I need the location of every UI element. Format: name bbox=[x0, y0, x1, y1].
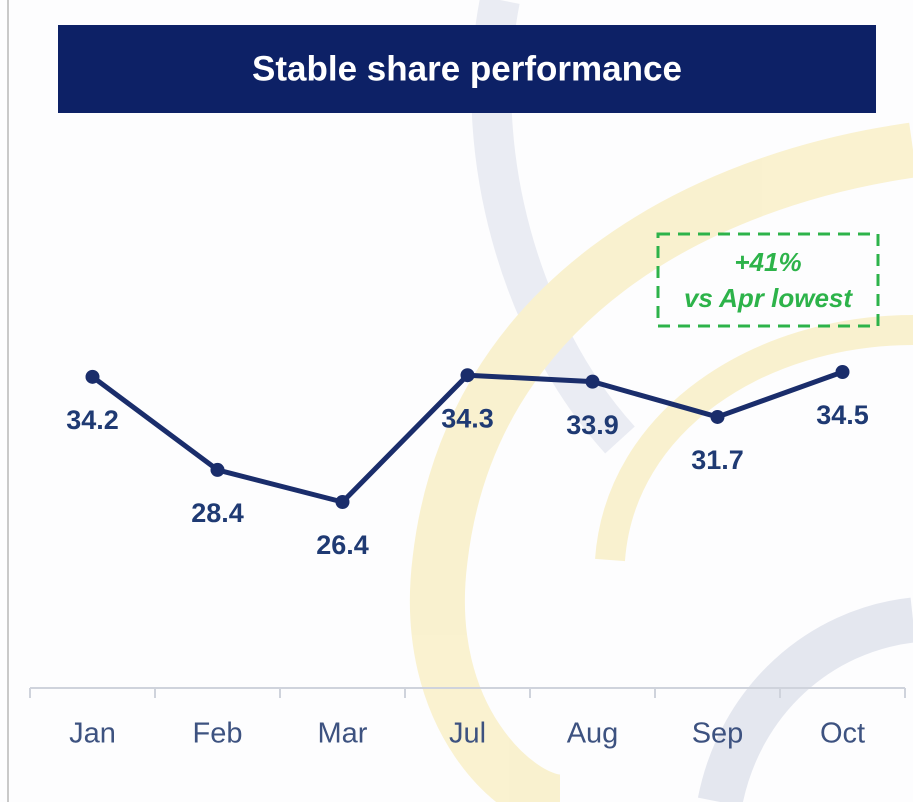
annotation-box bbox=[656, 232, 880, 328]
point bbox=[335, 495, 350, 509]
x-tick-label: Feb bbox=[193, 718, 243, 750]
title-box bbox=[58, 25, 876, 113]
data-label: 34.3 bbox=[441, 403, 494, 433]
data-label: 26.4 bbox=[316, 530, 369, 560]
data-label: 28.4 bbox=[191, 498, 244, 528]
point bbox=[85, 369, 100, 384]
point bbox=[210, 462, 225, 477]
chart-title: Stable share performance bbox=[252, 49, 682, 88]
data-label: 31.7 bbox=[691, 445, 744, 475]
point bbox=[585, 374, 600, 389]
x-tick-label: Mar bbox=[318, 718, 368, 750]
x-tick-label: Oct bbox=[820, 718, 865, 750]
data-label: 33.9 bbox=[566, 410, 619, 440]
annotation-text: vs Apr lowest bbox=[684, 283, 853, 313]
point bbox=[710, 409, 725, 424]
data-label: 34.2 bbox=[66, 405, 119, 435]
x-tick-label: Aug bbox=[567, 718, 619, 750]
x-tick-label: Sep bbox=[692, 718, 744, 750]
data-label: 34.5 bbox=[816, 400, 869, 430]
x-tick-label: Jan bbox=[69, 718, 116, 750]
x-tick-label: Jul bbox=[449, 718, 486, 750]
annotation-text: +41% bbox=[734, 247, 801, 277]
point bbox=[835, 365, 850, 379]
point bbox=[460, 368, 475, 383]
